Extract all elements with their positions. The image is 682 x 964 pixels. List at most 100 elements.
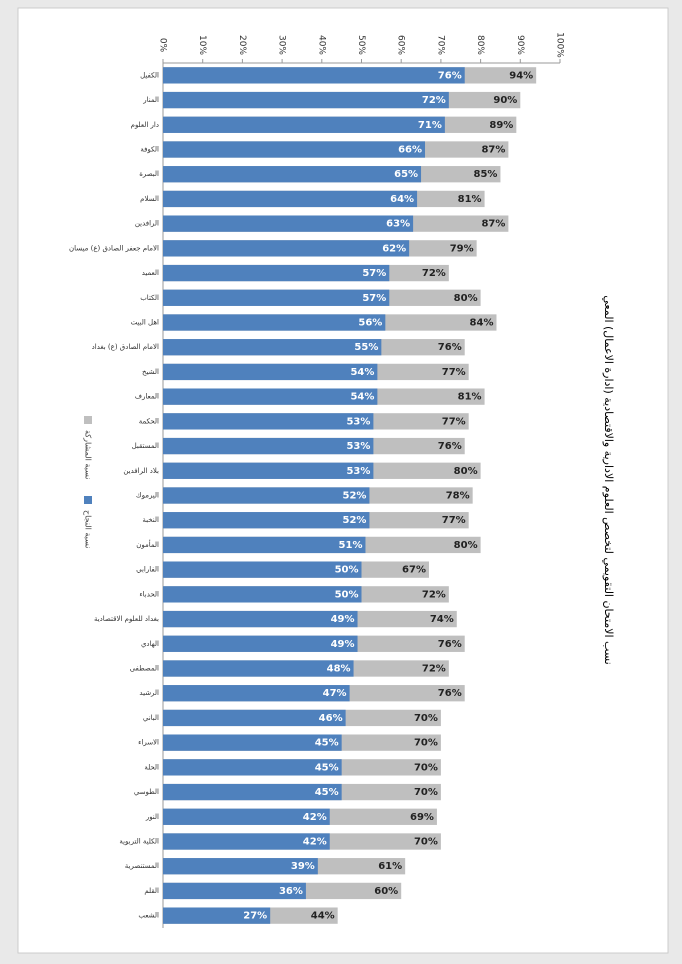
y-tick-label: الكتاب [140, 294, 159, 302]
y-tick-label: المعارف [135, 393, 159, 401]
y-tick-label: المستنصرية [125, 862, 159, 870]
bar [163, 709, 346, 727]
bar [163, 116, 445, 133]
value-label: 87% [481, 145, 505, 156]
value-label: 89% [489, 120, 513, 131]
y-tick-label: الامام جعفر الصادق (ع) ميسان [69, 244, 159, 252]
value-label: 66% [398, 145, 422, 156]
value-label: 39% [291, 861, 315, 872]
value-label: 80% [454, 540, 478, 551]
value-label: 72% [422, 268, 446, 279]
x-tick-label: 0% [158, 38, 168, 53]
value-label: 80% [454, 293, 478, 304]
bar [163, 882, 306, 900]
value-label: 57% [362, 268, 386, 279]
y-tick-label: القلم [144, 887, 159, 895]
x-tick-label: 30% [277, 35, 287, 55]
value-label: 77% [442, 416, 466, 427]
value-label: 49% [331, 614, 355, 625]
value-label: 70% [414, 713, 438, 724]
bar [163, 858, 318, 875]
y-tick-label: العميد [142, 269, 159, 277]
value-label: 72% [422, 589, 446, 600]
bar [163, 314, 386, 331]
value-label: 76% [438, 70, 462, 81]
value-label: 57% [362, 293, 386, 304]
y-tick-label: الكلية التربوية [119, 838, 159, 846]
legend-label: نسبة المشاركة [84, 430, 93, 479]
y-tick-label: بغداد للعلوم الاقتصادية [94, 615, 159, 623]
y-tick-label: بلاد الرافدين [123, 467, 159, 475]
bar [163, 413, 374, 430]
y-tick-label: المصطفى [130, 665, 159, 673]
bar [163, 783, 342, 801]
value-label: 80% [454, 466, 478, 477]
value-label: 77% [442, 515, 466, 526]
value-label: 65% [394, 169, 418, 180]
value-label: 62% [382, 243, 406, 254]
value-label: 54% [350, 392, 374, 403]
bar [163, 685, 350, 702]
x-tick-label: 50% [356, 35, 366, 55]
value-label: 48% [327, 664, 351, 675]
value-label: 77% [442, 367, 466, 378]
bar [163, 487, 370, 504]
value-label: 27% [243, 911, 267, 922]
y-tick-label: السلام [140, 195, 159, 203]
bar [163, 561, 362, 578]
y-tick-label: الحلة [144, 763, 159, 771]
value-label: 81% [458, 392, 482, 403]
value-label: 76% [438, 639, 462, 650]
value-label: 69% [410, 812, 434, 823]
value-label: 94% [509, 70, 533, 81]
y-tick-label: الكفيل [140, 71, 159, 79]
bar [163, 215, 414, 232]
y-tick-label: النخبة [142, 516, 159, 524]
value-label: 87% [481, 219, 505, 230]
y-tick-label: الامام الصادق (ع) بغداد [92, 343, 159, 351]
value-label: 67% [402, 565, 426, 576]
value-label: 71% [418, 120, 442, 131]
bar [163, 833, 330, 850]
y-tick-label: دار العلوم [131, 121, 159, 129]
value-label: 72% [422, 664, 446, 675]
bar [163, 610, 358, 628]
bar [163, 462, 374, 479]
bar [163, 166, 422, 183]
value-label: 45% [315, 738, 339, 749]
x-tick-label: 70% [435, 35, 445, 55]
value-label: 53% [346, 466, 370, 477]
y-tick-label: المستقبل [132, 442, 159, 450]
value-label: 42% [303, 812, 327, 823]
value-label: 74% [430, 614, 454, 625]
bar [163, 907, 271, 924]
bar [163, 586, 362, 603]
x-tick-label: 80% [475, 35, 485, 55]
value-label: 50% [335, 565, 359, 576]
y-tick-label: الاسراء [138, 739, 159, 747]
value-label: 45% [315, 787, 339, 798]
value-label: 53% [346, 441, 370, 452]
value-label: 54% [350, 367, 374, 378]
bar [163, 264, 390, 282]
x-tick-label: 40% [316, 35, 326, 55]
value-label: 76% [438, 441, 462, 452]
y-tick-label: الشعب [138, 912, 159, 920]
bar [163, 339, 382, 356]
value-label: 61% [378, 861, 402, 872]
value-label: 42% [303, 837, 327, 848]
value-label: 52% [343, 491, 367, 502]
bar [163, 437, 374, 455]
x-tick-label: 10% [197, 35, 207, 55]
value-label: 84% [470, 318, 494, 329]
y-tick-label: الكوفة [140, 146, 159, 154]
bar [163, 808, 330, 825]
legend-swatch [84, 496, 92, 504]
bar [163, 289, 390, 306]
bar [163, 141, 426, 158]
bar [163, 512, 370, 529]
y-tick-label: الهادي [141, 640, 159, 648]
value-label: 49% [331, 639, 355, 650]
